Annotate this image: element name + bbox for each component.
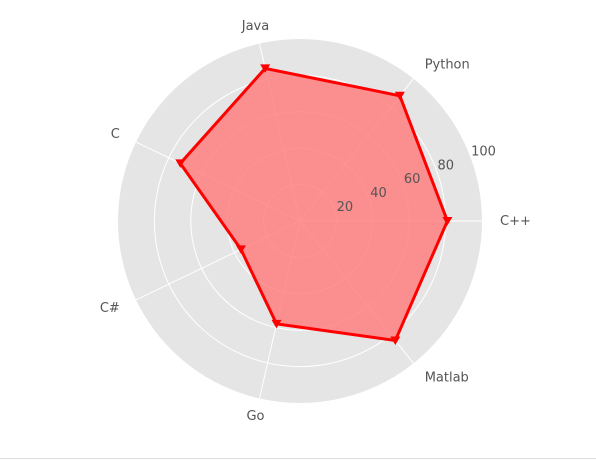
radial-tick-label: 80 bbox=[438, 158, 455, 173]
category-label: Python bbox=[425, 58, 470, 73]
series-polygon bbox=[178, 66, 450, 343]
radial-tick-label: 40 bbox=[370, 186, 387, 201]
radar-series-layer bbox=[175, 64, 453, 346]
category-label: Matlab bbox=[425, 370, 469, 385]
series-point bbox=[442, 217, 453, 226]
category-label: C++ bbox=[500, 214, 531, 229]
series-point bbox=[235, 245, 246, 254]
radar-label-layer: 20 40 60 80 100 C++ Python Java C C# Go Matlab bbox=[100, 19, 531, 424]
radial-tick-label: 60 bbox=[404, 172, 421, 187]
radial-tick-label: 100 bbox=[471, 144, 496, 159]
series-point bbox=[260, 64, 271, 73]
bottom-divider bbox=[0, 458, 596, 459]
category-label: C# bbox=[100, 301, 120, 316]
series-point bbox=[390, 336, 401, 346]
series-point bbox=[271, 319, 282, 329]
category-label: Java bbox=[241, 19, 269, 34]
category-label: C bbox=[111, 127, 120, 142]
category-label: Go bbox=[246, 409, 264, 424]
series-point bbox=[394, 91, 405, 101]
radial-tick-label: 20 bbox=[337, 200, 354, 215]
series-point bbox=[175, 159, 186, 168]
